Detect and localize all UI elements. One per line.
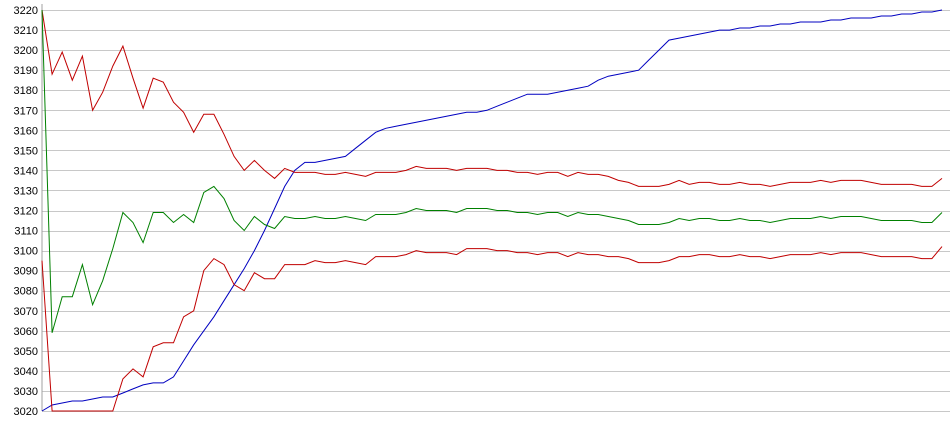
y-tick-label: 3100	[14, 246, 38, 258]
series-line-3	[41, 9, 943, 333]
series-line-2	[41, 9, 943, 187]
series-lines	[41, 9, 943, 412]
y-tick-label: 3200	[14, 45, 38, 57]
y-tick-label: 3050	[14, 346, 38, 358]
y-axis-tick-labels: 3220 3210 3200 3190 3180 3170 3160 3150 3140 3130…	[14, 5, 38, 418]
grid-lines	[42, 10, 950, 412]
y-tick-label: 3120	[14, 206, 38, 218]
y-tick-label: 3060	[14, 326, 38, 338]
series-line-1	[41, 9, 943, 412]
y-tick-label: 3210	[14, 25, 38, 37]
y-tick-label: 3030	[14, 386, 38, 398]
y-tick-label: 3040	[14, 366, 38, 378]
y-tick-label: 3070	[14, 306, 38, 318]
y-tick-label: 3080	[14, 286, 38, 298]
y-tick-label: 3130	[14, 185, 38, 197]
y-tick-label: 3020	[14, 406, 38, 418]
y-tick-label: 3150	[14, 145, 38, 157]
y-tick-label: 3220	[14, 5, 38, 17]
series-line-4	[41, 246, 943, 412]
y-tick-label: 3180	[14, 85, 38, 97]
y-tick-label: 3110	[14, 226, 38, 238]
y-tick-label: 3170	[14, 105, 38, 117]
y-tick-label: 3140	[14, 165, 38, 177]
y-tick-label: 3090	[14, 266, 38, 278]
y-tick-label: 3190	[14, 65, 38, 77]
y-tick-label: 3160	[14, 125, 38, 137]
